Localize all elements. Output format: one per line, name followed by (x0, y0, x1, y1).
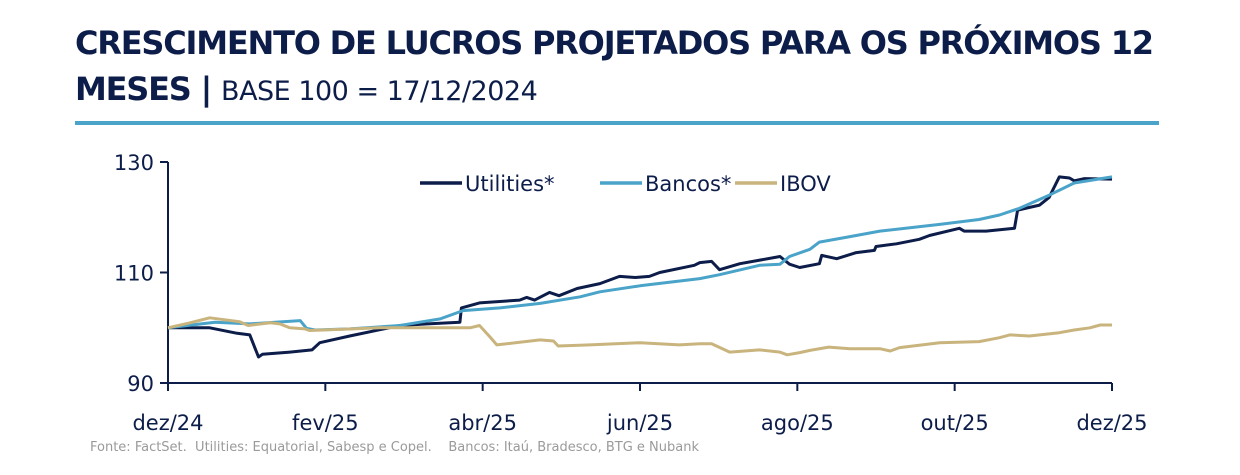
x-tick-label: abr/25 (448, 411, 517, 435)
x-tick-label: dez/24 (132, 411, 203, 435)
series-line-utilities (168, 175, 1113, 359)
y-tick-label: 130 (114, 151, 154, 175)
legend-label: IBOV (780, 172, 831, 196)
series-line-ibov (167, 316, 1112, 357)
y-tick-label: 110 (114, 262, 154, 286)
x-tick-label: dez/25 (1076, 411, 1147, 435)
legend-label: Utilities* (465, 172, 555, 196)
x-tick-label: ago/25 (761, 411, 834, 435)
x-tick-label: jun/25 (606, 411, 673, 435)
chart-title: CRESCIMENTO DE LUCROS PROJETADOS PARA OS… (75, 24, 1154, 108)
x-tick-label: out/25 (921, 411, 989, 435)
legend-label: Bancos* (645, 172, 731, 196)
series-line-bancos (167, 175, 1113, 332)
x-tick-label: fev/25 (292, 411, 359, 435)
title-divider (75, 121, 1159, 125)
chart-subtitle: BASE 100 = 17/12/2024 (221, 76, 538, 107)
y-tick-label: 90 (127, 372, 154, 396)
source-note: Fonte: FactSet. Utilities: Equatorial, S… (90, 440, 700, 455)
